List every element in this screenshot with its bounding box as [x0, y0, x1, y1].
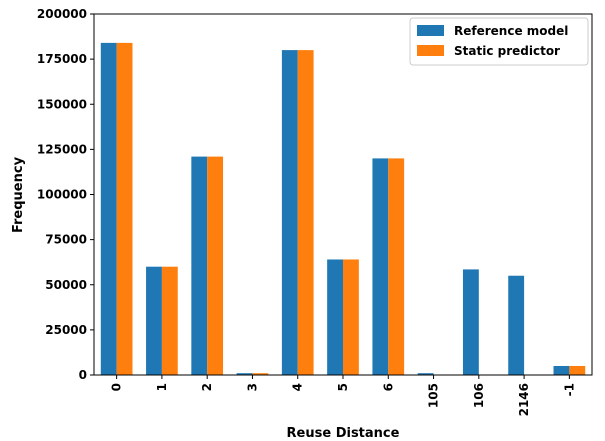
legend-label: Reference model [454, 24, 568, 38]
x-tick-label: 4 [291, 383, 305, 391]
y-tick-label: 75000 [45, 233, 87, 247]
bars-layer [100, 42, 586, 375]
y-tick-label: 200000 [37, 7, 87, 21]
x-tick-label: 2 [200, 383, 214, 391]
x-tick-label: 3 [245, 383, 259, 391]
x-tick-label: 0 [110, 383, 124, 391]
bar-reference-model-4 [281, 50, 298, 375]
bar-reference-model-2 [191, 156, 208, 375]
bar-reference-model-6 [372, 158, 389, 375]
legend-box [409, 17, 589, 66]
bar-static-predictor-4 [297, 50, 314, 375]
bar-reference-model-3 [236, 373, 253, 375]
axes-layer: 0 25000 50000 75000 100000 125000 150000 175000… [37, 7, 593, 416]
bar-static-predictor-0 [116, 42, 133, 375]
y-tick-label: 25000 [45, 323, 87, 337]
y-tick-label: 150000 [37, 97, 87, 111]
bar-static-predictor-6 [388, 158, 405, 375]
bar-static-predictor--1 [569, 365, 586, 375]
bar-static-predictor-5 [343, 259, 359, 375]
x-tick-label: 2146 [517, 383, 531, 416]
bar-reference-model-0 [100, 42, 117, 375]
x-tick-label: 1 [155, 383, 169, 391]
bar-reference-model--1 [553, 365, 570, 375]
y-axis-title: Frequency [11, 156, 26, 233]
bar-reference-model-105 [417, 373, 434, 375]
x-axis-title: Reuse Distance [287, 426, 400, 441]
y-tick-label: 50000 [45, 278, 87, 292]
legend-swatch [417, 25, 444, 36]
y-tick-label: 125000 [37, 142, 87, 156]
bar-static-predictor-1 [161, 266, 178, 375]
x-tick-label: 105 [427, 383, 441, 408]
legend-label: Static predictor [454, 44, 560, 58]
bar-reference-model-1 [146, 266, 162, 375]
x-tick-label: 106 [472, 383, 486, 408]
x-tick-label: 5 [336, 383, 350, 391]
y-tick-label: 0 [79, 368, 87, 382]
bar-static-predictor-2 [207, 156, 224, 375]
bar-reference-model-5 [327, 259, 343, 375]
bar-static-predictor-3 [252, 373, 269, 375]
y-tick-label: 175000 [37, 52, 87, 66]
legend-swatch [417, 45, 444, 56]
x-tick-label: -1 [562, 383, 576, 396]
bar-reference-model-106 [462, 269, 479, 375]
y-tick-label: 100000 [37, 188, 87, 202]
bar-reference-model-2146 [508, 275, 525, 375]
x-tick-label: 6 [381, 383, 395, 391]
legend: Reference model Static predictor [409, 17, 589, 66]
